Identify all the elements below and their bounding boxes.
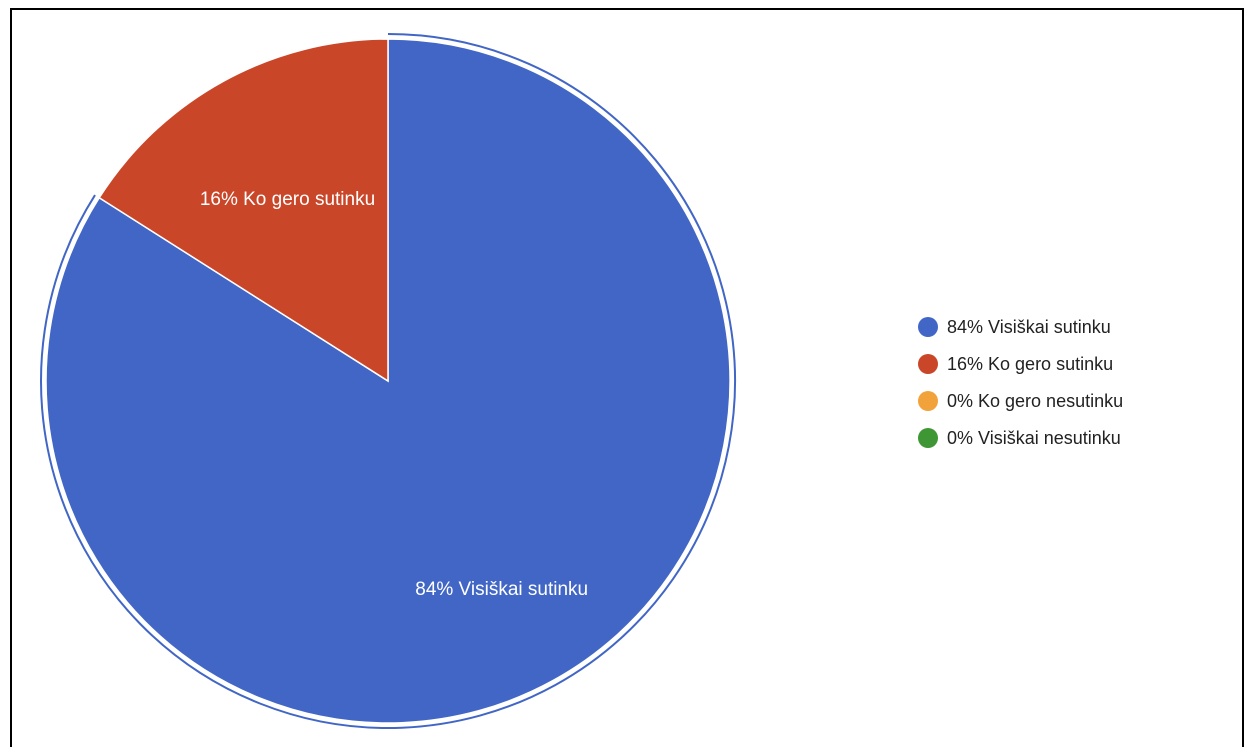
legend-item-ko-gero-nesutinku[interactable]: 0% Ko gero nesutinku: [918, 387, 1123, 415]
pie-slice-highlight-visiskai-sutinku: [40, 33, 736, 729]
legend-label: 0% Visiškai nesutinku: [947, 427, 1121, 448]
legend-item-visiskai-nesutinku[interactable]: 0% Visiškai nesutinku: [918, 424, 1123, 452]
legend-label: 84% Visiškai sutinku: [947, 316, 1111, 337]
legend-label: 0% Ko gero nesutinku: [947, 390, 1124, 411]
pie-slice-label-visiskai-sutinku: 84% Visiškai sutinku: [415, 579, 588, 600]
pie-slices: [40, 33, 736, 729]
legend-item-ko-gero-sutinku[interactable]: 16% Ko gero sutinku: [918, 350, 1123, 378]
pie-slice-labels: 84% Visiškai sutinku 16% Ko gero sutinku: [200, 189, 588, 600]
pie-slice-label-ko-gero-sutinku: 16% Ko gero sutinku: [200, 189, 375, 210]
legend-label: 16% Ko gero sutinku: [947, 353, 1114, 374]
pie-slice-ko-gero-sutinku[interactable]: [98, 38, 389, 383]
legend-marker: [918, 354, 938, 374]
legend-marker: [918, 317, 938, 337]
chart-legend: 84% Visiškai sutinku 16% Ko gero sutinku 0…: [918, 313, 1123, 461]
legend-marker: [918, 391, 938, 411]
legend-item-visiskai-sutinku[interactable]: 84% Visiškai sutinku: [918, 313, 1123, 341]
legend-marker: [918, 428, 938, 448]
